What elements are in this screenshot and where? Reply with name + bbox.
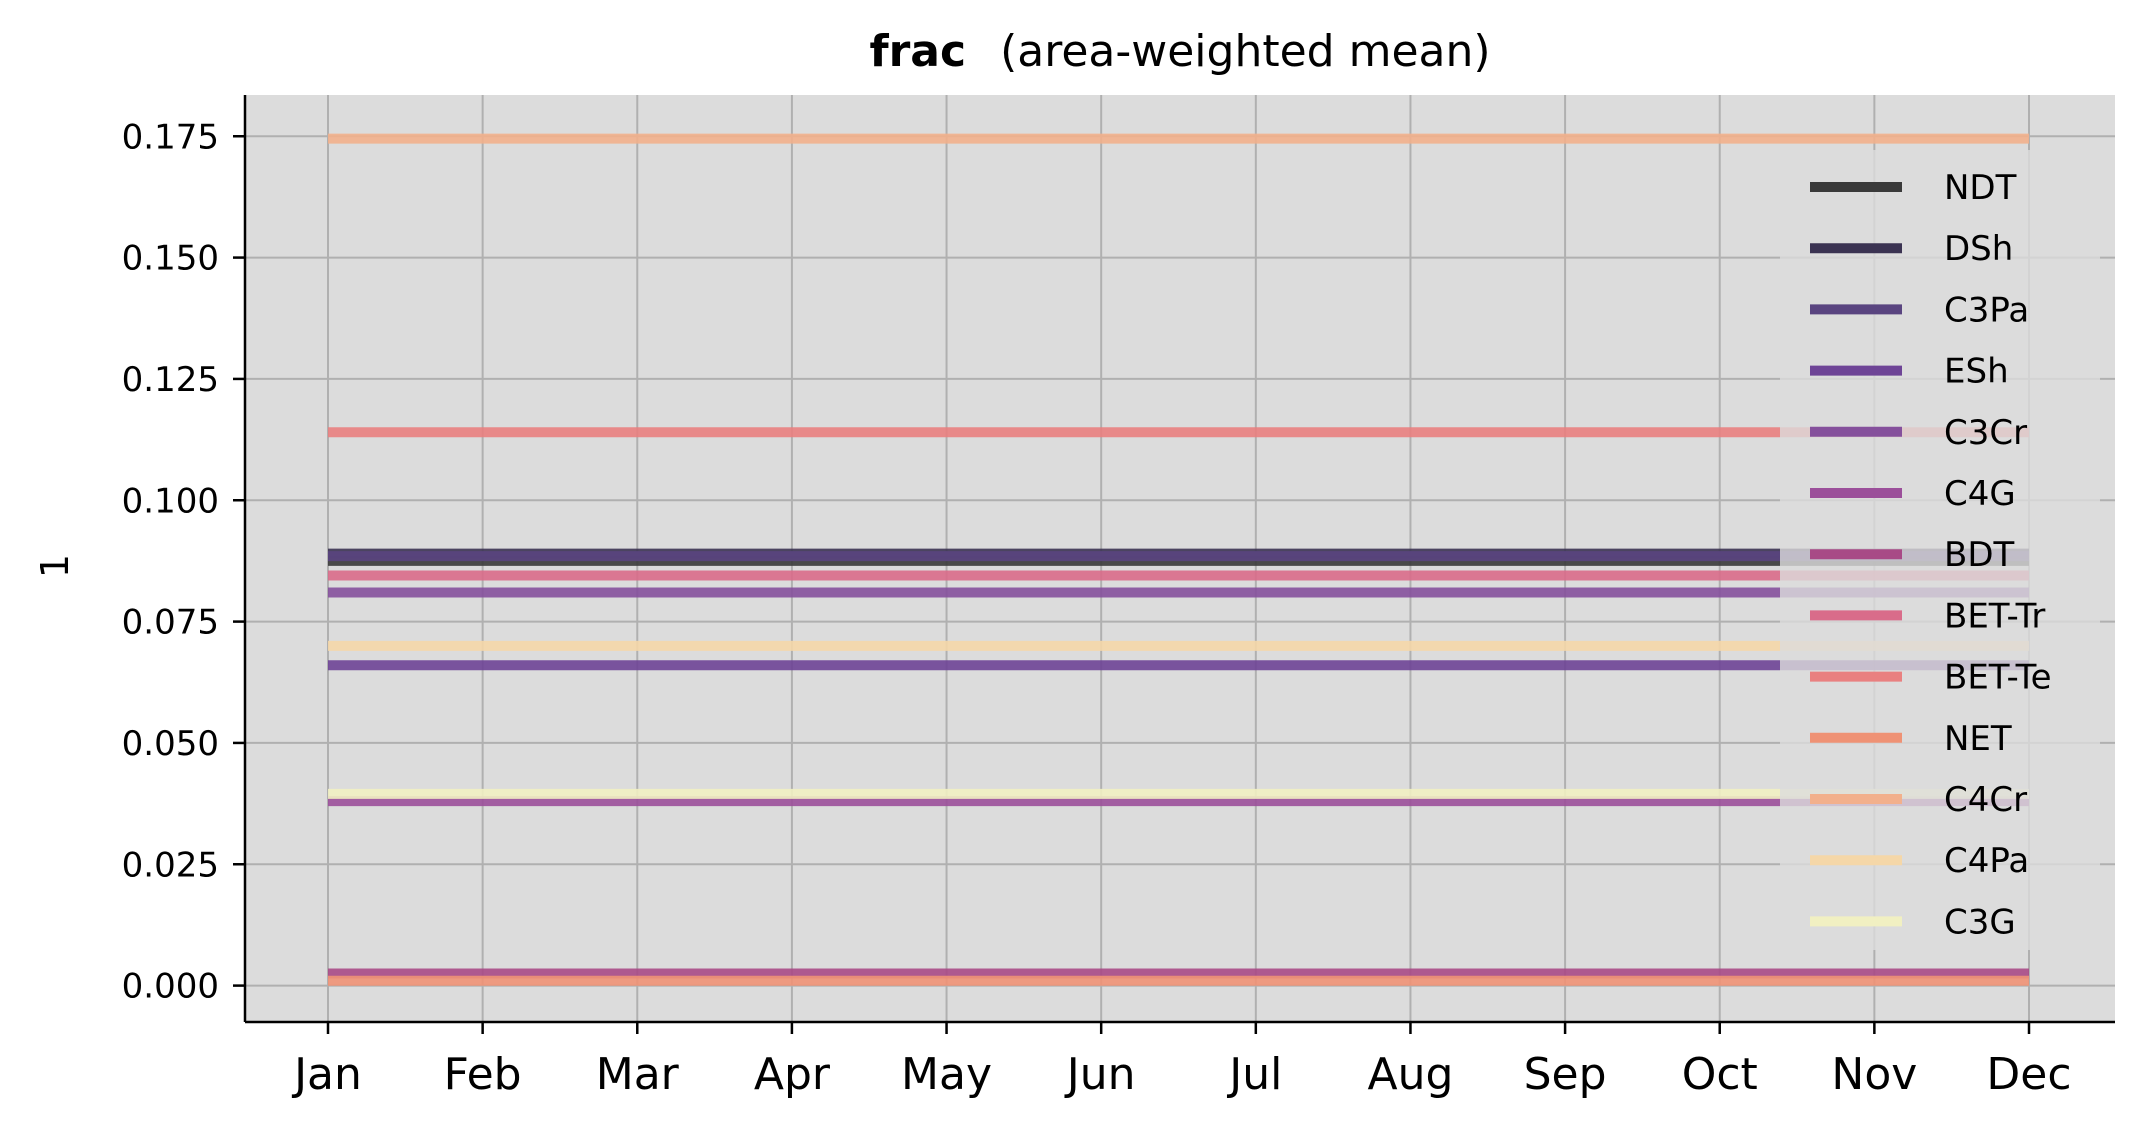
legend-item: NDT bbox=[1810, 168, 2017, 208]
y-tick-label: 0.025 bbox=[122, 845, 219, 885]
legend-label: C4G bbox=[1944, 474, 2016, 514]
legend-label: BET-Tr bbox=[1944, 596, 2045, 636]
y-tick-label: 0.150 bbox=[122, 239, 219, 279]
legend-label: C3Cr bbox=[1944, 413, 2027, 453]
legend-label: BDT bbox=[1944, 535, 2015, 575]
x-tick-label: Jul bbox=[1226, 1049, 1282, 1100]
y-tick-label: 0.050 bbox=[122, 724, 219, 764]
x-tick-label: Mar bbox=[596, 1049, 680, 1100]
legend-item: BET-Tr bbox=[1810, 596, 2045, 636]
x-tick-label: Dec bbox=[1986, 1049, 2071, 1100]
legend-item: BET-Te bbox=[1810, 658, 2052, 698]
x-tick-label: Jan bbox=[291, 1049, 362, 1100]
y-tick-label: 0.075 bbox=[122, 603, 219, 643]
y-tick-label: 0.100 bbox=[122, 481, 219, 521]
x-tick-label: Feb bbox=[444, 1049, 522, 1100]
chart-title-rest: (area-weighted mean) bbox=[1000, 26, 1490, 77]
x-tick-label: May bbox=[901, 1049, 992, 1100]
x-tick-label: Nov bbox=[1831, 1049, 1917, 1100]
y-axis-label: 1 bbox=[33, 554, 77, 578]
x-tick-label: Oct bbox=[1682, 1049, 1758, 1100]
legend-item: DSh bbox=[1810, 229, 2013, 269]
legend-label: C4Pa bbox=[1944, 841, 2029, 881]
legend-item: C3G bbox=[1810, 902, 2016, 942]
legend-item: C3Pa bbox=[1810, 290, 2029, 330]
legend-label: NET bbox=[1944, 719, 2012, 759]
x-tick-label: Apr bbox=[754, 1049, 831, 1100]
legend-label: C3Pa bbox=[1944, 290, 2029, 330]
legend-label: C3G bbox=[1944, 902, 2016, 942]
legend-item: BDT bbox=[1810, 535, 2015, 575]
y-tick-label: 0.000 bbox=[122, 967, 219, 1007]
legend-item: C3Cr bbox=[1810, 413, 2027, 453]
y-tick-label: 0.175 bbox=[122, 117, 219, 157]
x-tick-label: Jun bbox=[1064, 1049, 1136, 1100]
chart-title: frac (area-weighted mean) bbox=[869, 26, 1490, 77]
y-tick-label: 0.125 bbox=[122, 360, 219, 400]
legend-item: ESh bbox=[1810, 352, 2009, 392]
legend-item: NET bbox=[1810, 719, 2012, 759]
legend-label: ESh bbox=[1944, 352, 2009, 392]
legend: NDT DSh C3Pa ESh C3Cr C4G BDT BET-Tr BET-Te NET C4… bbox=[1780, 150, 2100, 950]
x-tick-label: Aug bbox=[1367, 1049, 1453, 1100]
legend-item: C4Pa bbox=[1810, 841, 2029, 881]
legend-label: DSh bbox=[1944, 229, 2013, 269]
legend-item: C4Cr bbox=[1810, 780, 2027, 820]
x-tick-label: Sep bbox=[1524, 1049, 1607, 1100]
legend-label: C4Cr bbox=[1944, 780, 2027, 820]
chart-title-bold: frac bbox=[869, 26, 966, 77]
legend-label: NDT bbox=[1944, 168, 2017, 208]
legend-item: C4G bbox=[1810, 474, 2016, 514]
legend-label: BET-Te bbox=[1944, 658, 2052, 698]
